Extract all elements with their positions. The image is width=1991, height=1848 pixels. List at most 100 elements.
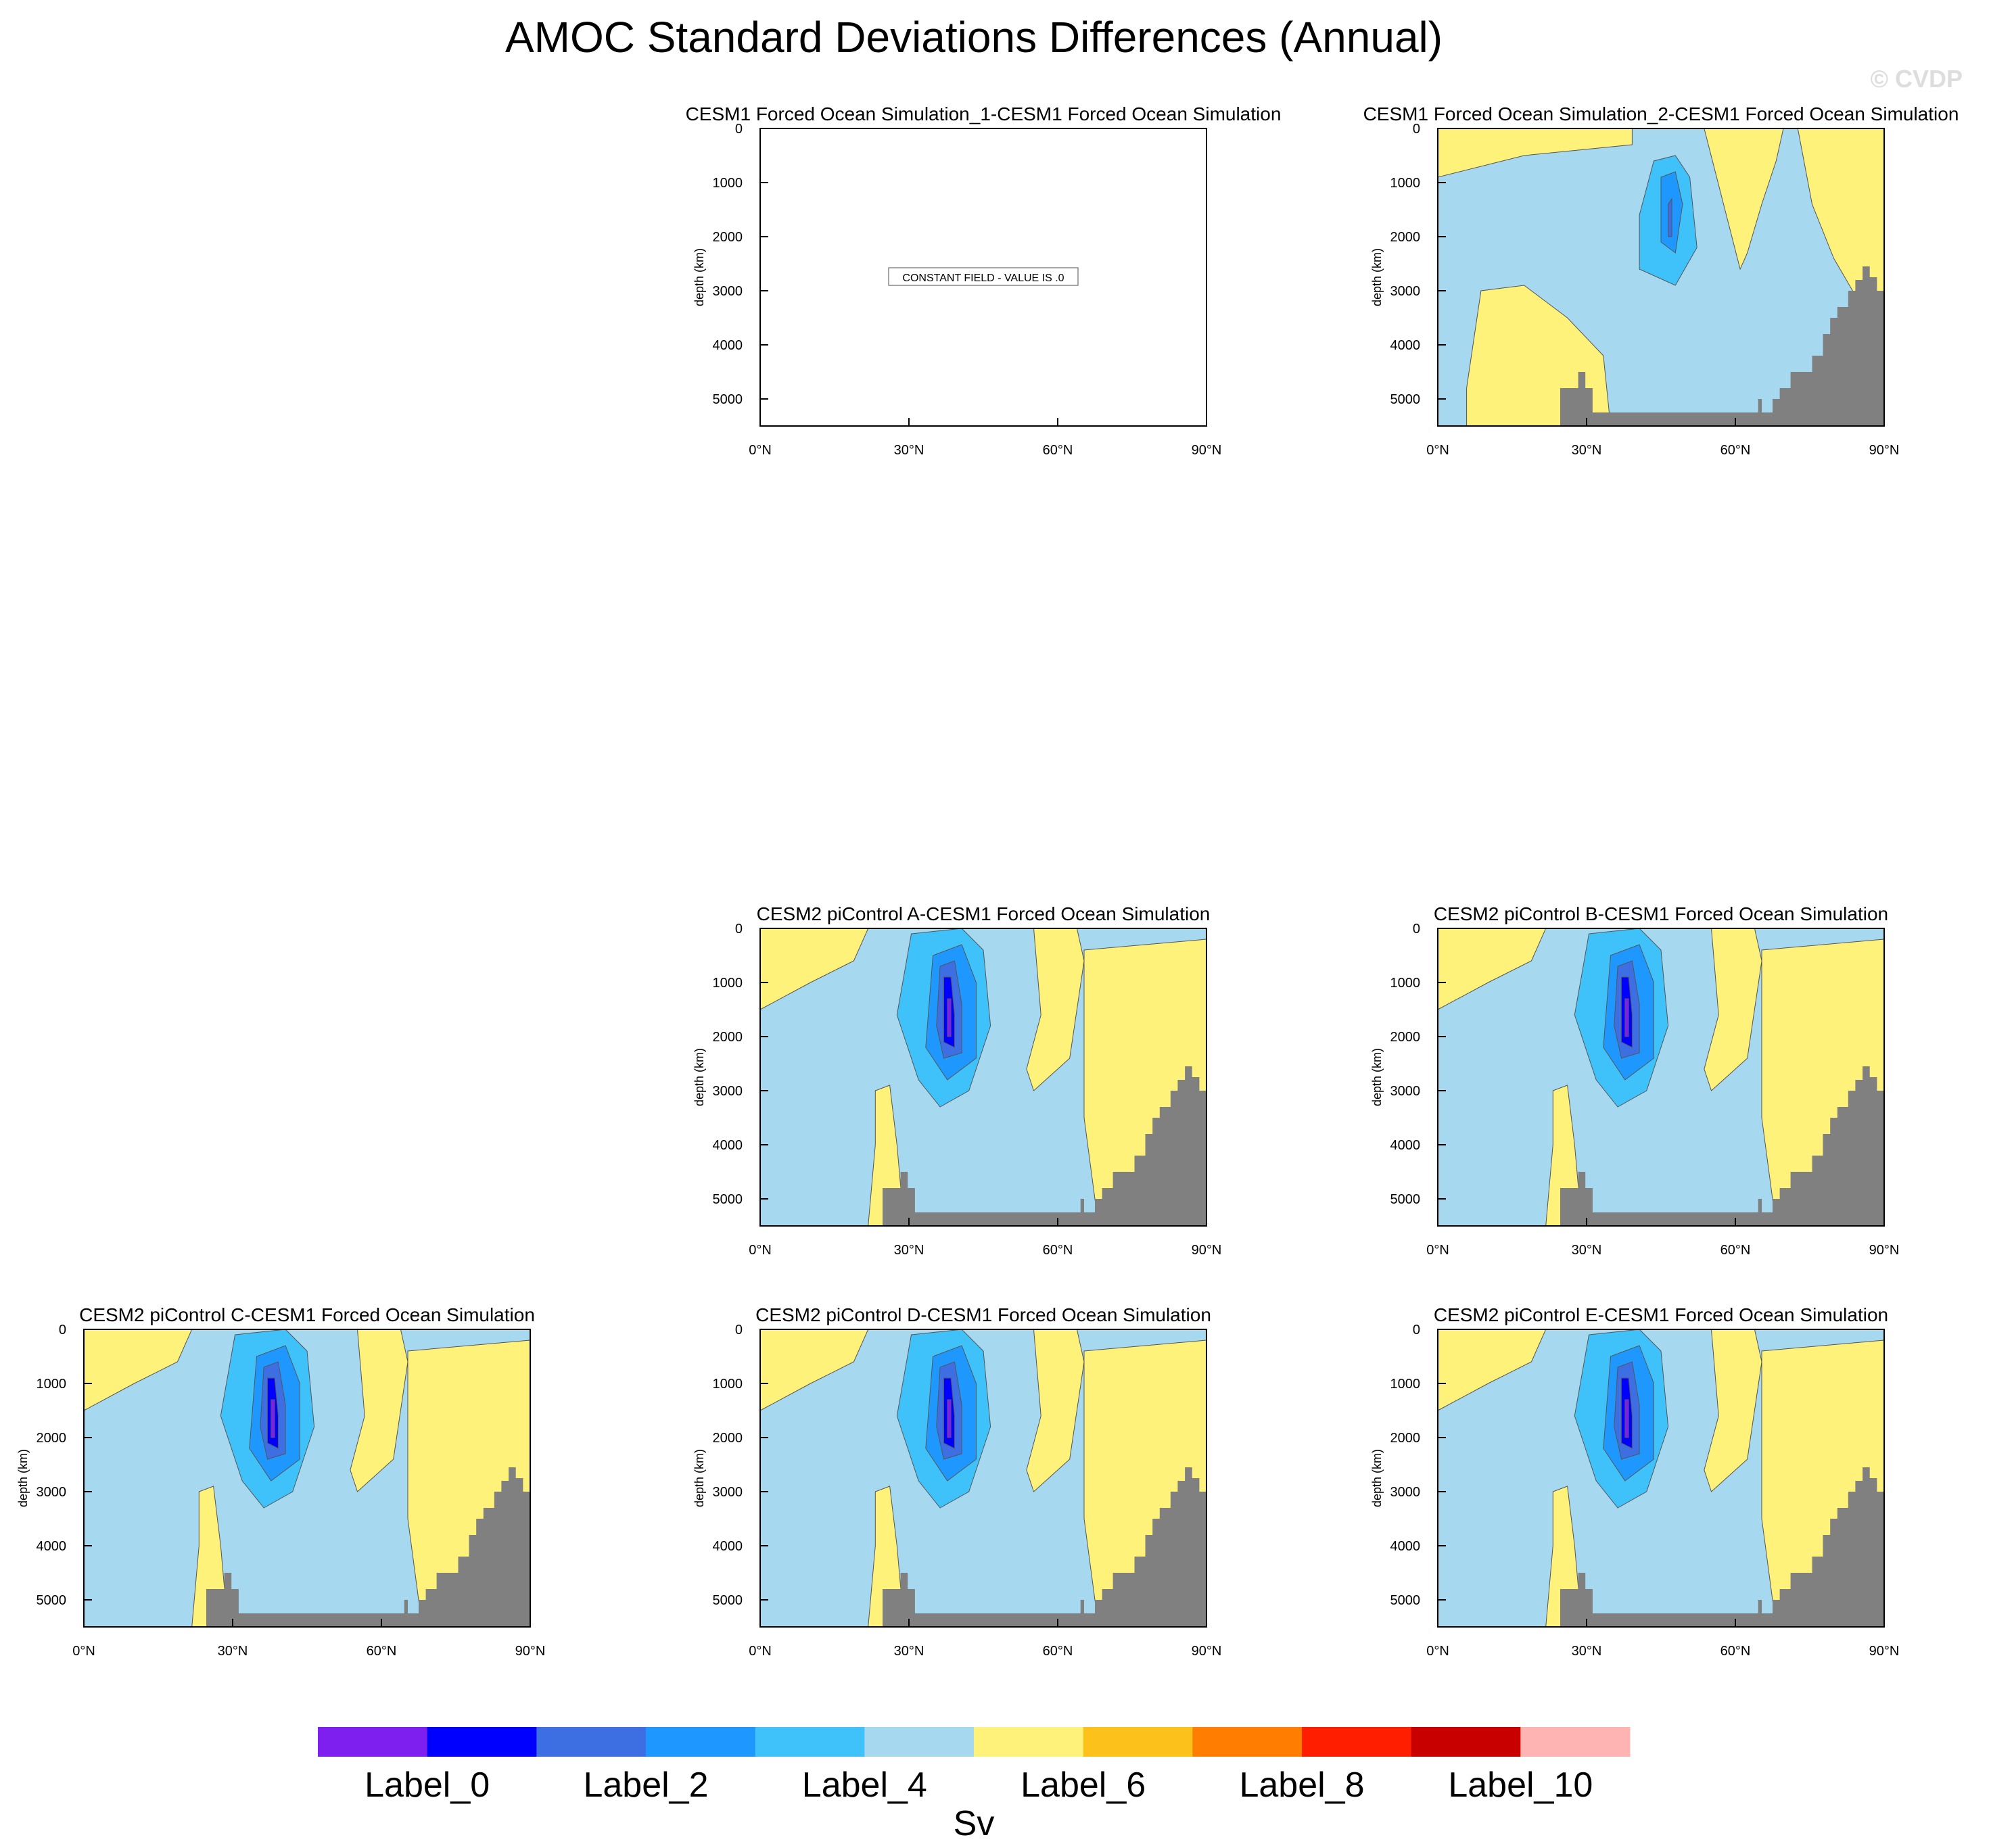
y-tick-label: 5000 xyxy=(1390,392,1421,407)
x-tick-label: 60°N xyxy=(1043,1644,1073,1659)
contour-fill xyxy=(1026,928,1085,1091)
colorbar-swatch xyxy=(1083,1727,1193,1757)
panel-7: CESM2 piControl E-CESM1 Forced Ocean Sim… xyxy=(1370,1304,1899,1659)
y-tick-label: 5000 xyxy=(713,1593,743,1608)
contour-fill xyxy=(1026,1329,1085,1492)
x-tick-label: 30°N xyxy=(894,1243,924,1258)
panel-frame xyxy=(1437,128,1885,427)
y-tick-label: 0 xyxy=(735,922,743,937)
x-tick-label: 30°N xyxy=(1572,443,1602,458)
contour-field xyxy=(84,1329,530,1627)
contour-fill xyxy=(760,1329,869,1411)
panel-title: CESM2 piControl C-CESM1 Forced Ocean Sim… xyxy=(79,1304,535,1325)
x-tick-label: 0°N xyxy=(749,1243,772,1258)
y-axis-label: depth (km) xyxy=(1370,1449,1384,1507)
constant-field-box xyxy=(888,267,1079,286)
x-tick-label: 60°N xyxy=(1043,443,1073,458)
y-tick-label: 3000 xyxy=(1390,1485,1421,1500)
contour-fill xyxy=(1704,128,1784,270)
contour-fill xyxy=(84,1329,193,1411)
y-tick-label: 4000 xyxy=(1390,338,1421,353)
x-tick-label: 60°N xyxy=(1720,443,1751,458)
y-tick-label: 4000 xyxy=(1390,1539,1421,1554)
y-tick-label: 3000 xyxy=(1390,284,1421,299)
y-tick-label: 2000 xyxy=(713,1431,743,1446)
y-tick-label: 4000 xyxy=(1390,1138,1421,1153)
panel-1: CESM1 Forced Ocean Simulation_1-CESM1 Fo… xyxy=(686,103,1282,458)
y-tick-label: 0 xyxy=(59,1323,66,1337)
land-mask xyxy=(1560,266,1884,426)
y-tick-label: 0 xyxy=(735,122,743,137)
x-tick-label: 60°N xyxy=(1043,1243,1073,1258)
y-tick-label: 3000 xyxy=(37,1485,67,1500)
x-tick-label: 90°N xyxy=(1192,443,1222,458)
colorbar-label: Label_4 xyxy=(802,1766,927,1805)
panel-5: CESM2 piControl C-CESM1 Forced Ocean Sim… xyxy=(16,1304,545,1659)
panel-title: CESM2 piControl A-CESM1 Forced Ocean Sim… xyxy=(757,903,1211,924)
y-tick-label: 1000 xyxy=(713,1377,743,1392)
panel-frame xyxy=(759,928,1207,1227)
x-tick-label: 90°N xyxy=(1869,443,1900,458)
colorbar-swatch xyxy=(1520,1727,1631,1757)
contour-field xyxy=(1438,1329,1884,1627)
colorbar-swatch xyxy=(974,1727,1084,1757)
y-tick-label: 5000 xyxy=(37,1593,67,1608)
x-tick-label: 30°N xyxy=(218,1644,248,1659)
y-axis-label: depth (km) xyxy=(16,1449,30,1507)
panel-title: CESM1 Forced Ocean Simulation_2-CESM1 Fo… xyxy=(1363,103,1959,124)
y-tick-label: 0 xyxy=(1413,1323,1420,1337)
land-mask xyxy=(883,1066,1207,1226)
panel-frame xyxy=(759,128,1207,427)
panel-2: CESM1 Forced Ocean Simulation_2-CESM1 Fo… xyxy=(1363,103,1959,458)
y-tick-label: 3000 xyxy=(1390,1084,1421,1099)
x-tick-label: 0°N xyxy=(749,1644,772,1659)
colorbar-label: Label_2 xyxy=(583,1766,708,1805)
colorbar-swatch xyxy=(1411,1727,1521,1757)
x-tick-label: 60°N xyxy=(367,1644,397,1659)
x-tick-label: 30°N xyxy=(1572,1243,1602,1258)
y-tick-label: 1000 xyxy=(713,976,743,991)
x-tick-label: 0°N xyxy=(1426,443,1449,458)
contour-fill xyxy=(1624,998,1629,1037)
x-tick-label: 0°N xyxy=(1426,1243,1449,1258)
colorbar-label: Label_6 xyxy=(1021,1766,1146,1805)
contour-field xyxy=(760,928,1207,1226)
y-tick-label: 1000 xyxy=(1390,1377,1421,1392)
y-axis-label: depth (km) xyxy=(693,1449,706,1507)
y-axis-label: depth (km) xyxy=(693,1048,706,1106)
y-tick-label: 4000 xyxy=(37,1539,67,1554)
y-tick-label: 3000 xyxy=(713,1084,743,1099)
constant-field-label: CONSTANT FIELD - VALUE IS .0 xyxy=(902,273,1064,284)
y-tick-label: 1000 xyxy=(1390,976,1421,991)
contour-fill xyxy=(271,1399,275,1438)
land-mask xyxy=(206,1467,530,1627)
x-tick-label: 30°N xyxy=(894,443,924,458)
y-tick-label: 4000 xyxy=(713,338,743,353)
x-tick-label: 60°N xyxy=(1720,1243,1751,1258)
contour-field xyxy=(1438,128,1884,426)
y-tick-label: 1000 xyxy=(37,1377,67,1392)
panel-3: CESM2 piControl A-CESM1 Forced Ocean Sim… xyxy=(693,903,1221,1258)
y-tick-label: 3000 xyxy=(713,1485,743,1500)
panel-frame xyxy=(759,1329,1207,1628)
contour-fill xyxy=(947,998,952,1037)
x-tick-label: 60°N xyxy=(1720,1644,1751,1659)
x-tick-label: 0°N xyxy=(72,1644,95,1659)
y-tick-label: 0 xyxy=(1413,122,1420,137)
colorbar-swatch xyxy=(864,1727,975,1757)
land-mask xyxy=(1560,1467,1884,1627)
y-axis-label: depth (km) xyxy=(693,248,706,306)
y-tick-label: 2000 xyxy=(713,230,743,245)
colorbar-swatch xyxy=(646,1727,756,1757)
contour-fill xyxy=(1704,1329,1762,1492)
land-mask xyxy=(1560,1066,1884,1226)
y-tick-label: 2000 xyxy=(713,1030,743,1045)
panel-frame xyxy=(1437,928,1885,1227)
contour-fill xyxy=(350,1329,408,1492)
contour-fill xyxy=(1438,128,1633,178)
y-tick-label: 1000 xyxy=(713,176,743,191)
colorbar-swatch xyxy=(427,1727,537,1757)
panel-6: CESM2 piControl D-CESM1 Forced Ocean Sim… xyxy=(693,1304,1221,1659)
